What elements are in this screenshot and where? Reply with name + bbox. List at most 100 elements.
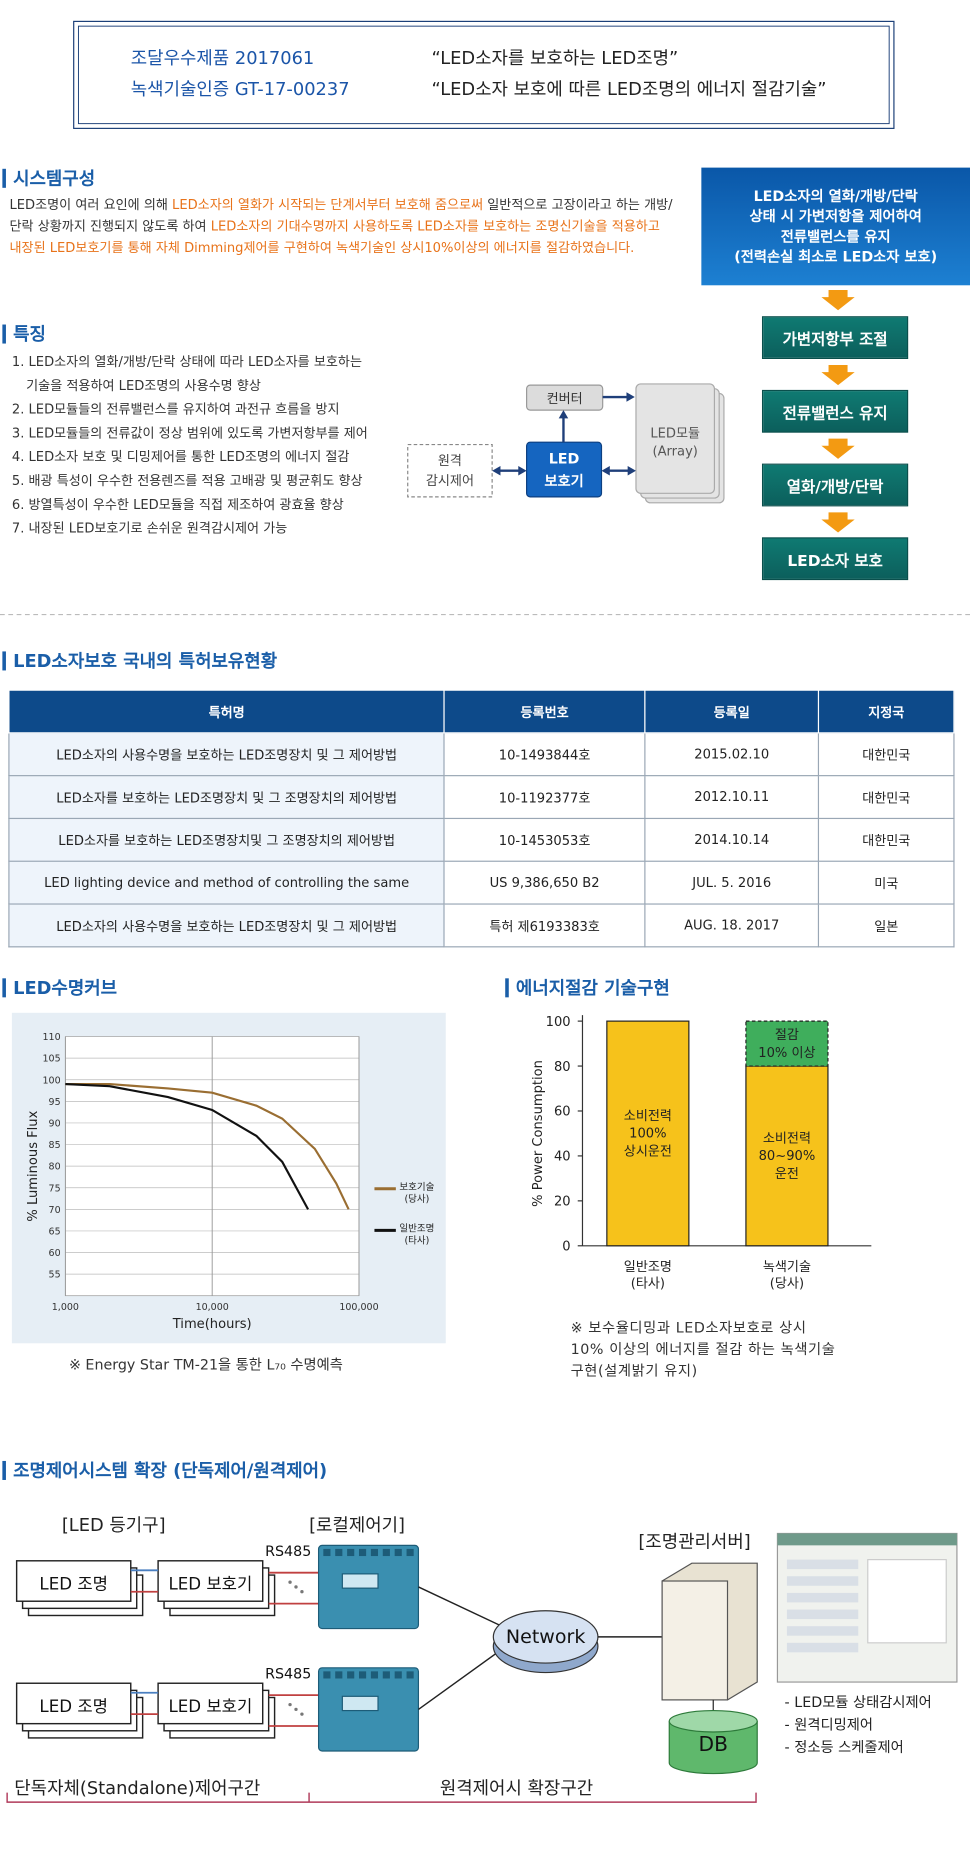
- y-tick-label: 60: [554, 1105, 571, 1120]
- section-title: 에너지절감 기술구현: [505, 978, 670, 998]
- table-cell: US 9,386,650 B2: [443, 860, 646, 905]
- dot: [300, 1712, 304, 1716]
- controller-pin: [370, 1548, 379, 1557]
- y-tick-label: 110: [42, 1032, 60, 1043]
- chart-note: ※ Energy Star TM-21을 통한 L₇₀ 수명예측: [68, 1356, 343, 1373]
- controller-pin: [394, 1671, 402, 1679]
- paragraph-segment: LED소자의 열화가 시작되는 단계서부터 보호해 줌으로써: [172, 197, 484, 213]
- table-cell: LED소자의 사용수명을 보호하는 LED조명장치 및 그 제어방법: [8, 903, 445, 948]
- table-header: 지정국: [818, 689, 955, 734]
- protector-label: LED: [548, 450, 580, 468]
- screen-row: [786, 1626, 859, 1636]
- x-tick-label: 1,000: [52, 1302, 79, 1313]
- section-title: LED수명커브: [2, 978, 117, 998]
- table-row: LED소자를 보호하는 LED조명장치및 그 조명장치의 제어방법 10-1453…: [8, 817, 955, 862]
- flow-box-line: LED소자의 열화/개방/단락: [753, 187, 918, 204]
- controller-pin: [382, 1548, 390, 1557]
- header-right: “LED소자를 보호하는 LED조명”: [431, 47, 679, 69]
- patent-table: 특허명 등록번호 등록일 지정국 LED소자의 사용수명을 보호하는 LED조명장치 및…: [8, 689, 955, 948]
- lamp-label: LED 조명: [39, 1697, 108, 1717]
- bar-annotation: 소비전력 80~90% 운전: [758, 1130, 816, 1182]
- feature-item: 4. LED소자 보호 및 디밍제어를 통한 LED조명의 에너지 절감: [11, 449, 350, 465]
- zone-label: 원격제어시 확장구간: [439, 1777, 594, 1799]
- screen-row: [786, 1642, 859, 1653]
- flow-step: 열화/개방/단락: [761, 463, 909, 507]
- screen-row: [786, 1576, 859, 1586]
- lamp-box: [15, 1560, 132, 1602]
- table-cell: LED소자를 보호하는 LED조명장치및 그 조명장치의 제어방법: [8, 817, 445, 862]
- bar-annotation: 절감 10% 이상: [758, 1026, 816, 1061]
- series-line: [65, 1083, 350, 1210]
- section-title: LED소자보호 국내의 특허보유현황: [2, 651, 277, 671]
- y-axis-label: % Power Consumption: [531, 1060, 546, 1207]
- protector-label: LED 보호기: [168, 1697, 253, 1717]
- arrowhead: [601, 465, 610, 476]
- flow-arrow: [821, 364, 855, 386]
- screen-row: [786, 1609, 859, 1620]
- controller-pin: [323, 1671, 331, 1679]
- y-tick-label: 75: [49, 1183, 61, 1194]
- converter-label: 컨버터: [546, 391, 583, 407]
- screen-bar: [777, 1533, 957, 1546]
- protector-label: 보호기: [544, 473, 584, 490]
- section-title: 특징: [2, 324, 46, 344]
- network-label: Network: [505, 1624, 586, 1648]
- table-cell: 10-1493844호: [443, 732, 646, 777]
- y-axis-label: % Luminous Flux: [26, 1110, 41, 1221]
- dot: [294, 1707, 298, 1712]
- table-header-row: 특허명 등록번호 등록일 지정국: [8, 689, 955, 734]
- paragraph: LED조명이 여러 요인에 의해 LED소자의 열화가 시작되는 단계서부터 보…: [10, 195, 676, 259]
- header-left: 조달우수제품 2017061: [130, 47, 315, 69]
- header-left: 녹색기술인증 GT-17-00237: [130, 78, 350, 100]
- controller-pin: [370, 1671, 379, 1679]
- protector-label: LED 보호기: [168, 1575, 253, 1595]
- y-tick-label: 105: [42, 1054, 60, 1065]
- y-tick-label: 100: [546, 1015, 571, 1030]
- controller-pin: [382, 1671, 390, 1679]
- y-tick-label: 20: [554, 1195, 571, 1210]
- feature-item: 2. LED모듈들의 전류밸런스를 유지하여 과전규 흐름을 방지: [11, 401, 340, 418]
- screen-row: [786, 1559, 859, 1570]
- dot: [288, 1580, 292, 1584]
- module-label: (Array): [652, 443, 698, 459]
- controller-pin: [406, 1671, 414, 1679]
- x-tick-label: 녹색기술 (당사): [762, 1258, 811, 1291]
- arrowhead: [626, 392, 635, 402]
- y-tick-label: 40: [554, 1150, 571, 1165]
- controller-pin: [323, 1548, 331, 1557]
- feature-item: 5. 배광 특성이 우수한 전용렌즈를 적용 고배광 및 평균휘도 향상: [11, 473, 363, 489]
- arrowhead: [558, 410, 569, 419]
- flow-arrow: [821, 438, 855, 459]
- table-cell: 10-1192377호: [443, 775, 646, 820]
- legend-label: 일반조명 (타사): [399, 1223, 435, 1246]
- group-label: [로컬제어기]: [309, 1514, 406, 1536]
- y-tick-label: 80: [49, 1162, 61, 1173]
- table-cell: JUL. 5. 2016: [644, 860, 820, 905]
- screen-row: [786, 1592, 859, 1603]
- dot: [288, 1702, 292, 1707]
- y-tick-label: 60: [49, 1248, 61, 1259]
- remote-label: 감시제어: [425, 473, 474, 489]
- link: [418, 1650, 500, 1710]
- table-header: 등록번호: [443, 689, 646, 734]
- header-frame: [73, 20, 895, 129]
- table-cell: 10-1453053호: [443, 817, 646, 862]
- group-label: [조명관리서버]: [638, 1531, 751, 1553]
- paragraph-segment: LED조명이 여러 요인에 의해: [9, 197, 173, 213]
- table-cell: 대한민국: [818, 817, 955, 862]
- flow-step: 가변저항부 조절: [761, 316, 909, 359]
- feature-item: 7. 내장된 LED보호기로 손쉬운 원격감시제어 가능: [11, 520, 288, 537]
- table-row: LED소자의 사용수명을 보호하는 LED조명장치 및 그 제어방법 특허 제61…: [8, 903, 955, 948]
- header-right: “LED소자 보호에 따른 LED조명의 에너지 절감기술”: [431, 78, 827, 100]
- table-cell: 2015.02.10: [644, 732, 820, 777]
- y-tick-label: 65: [49, 1226, 61, 1237]
- module-box: [635, 383, 716, 494]
- bus-label: RS485: [265, 1665, 312, 1683]
- lamp-label: LED 조명: [39, 1575, 108, 1595]
- flow-step: 전류밸런스 유지: [761, 389, 909, 433]
- section-title: 조명제어시스템 확장 (단독제어/원격제어): [2, 1460, 327, 1480]
- screen-panel: [867, 1559, 947, 1644]
- x-axis-label: Time(hours): [172, 1317, 252, 1332]
- x-tick-label: 10,000: [196, 1302, 229, 1313]
